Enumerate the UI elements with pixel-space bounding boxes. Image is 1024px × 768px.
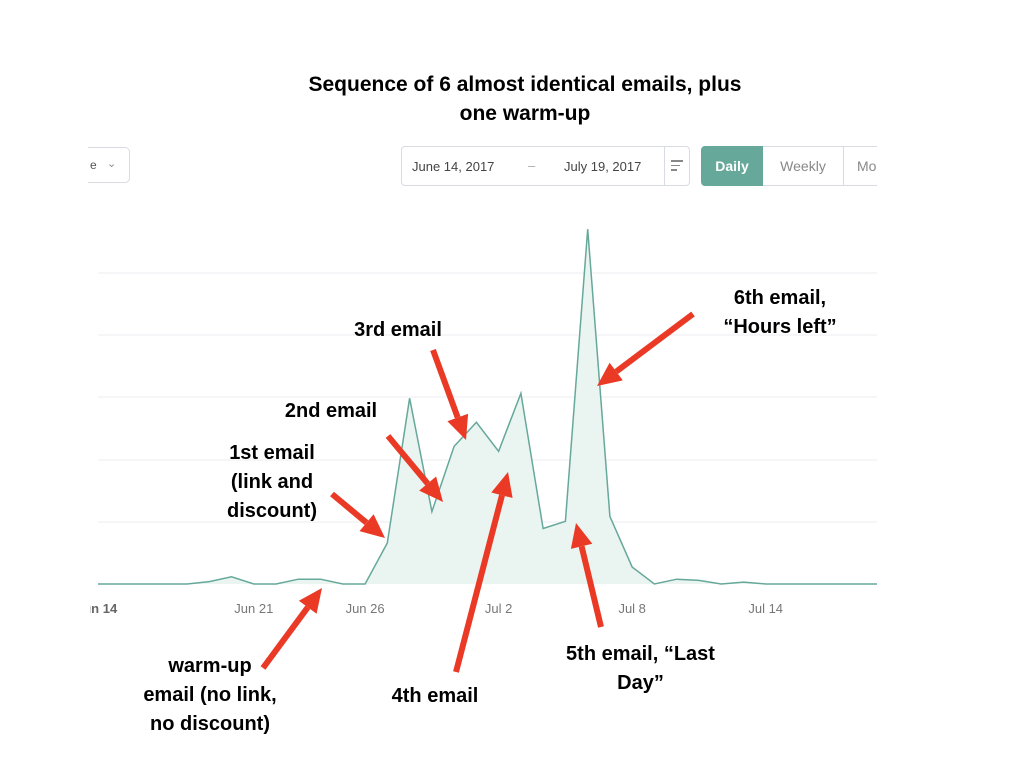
date-range-picker[interactable]: June 14, 2017 – July 19, 2017 [401, 146, 690, 186]
x-tick-label: Jul 14 [748, 601, 783, 616]
arrow-fourth [453, 472, 513, 673]
granularity-weekly-button[interactable]: Weekly [763, 146, 844, 186]
x-tick-label: Jul 2 [485, 601, 512, 616]
range-start-date[interactable]: June 14, 2017 [412, 159, 495, 174]
slide-title: Sequence of 6 almost identical emails, p… [260, 70, 790, 128]
x-tick-label: Jun 26 [346, 601, 385, 616]
series-area-fill [98, 229, 877, 584]
filter-lines-icon[interactable] [671, 160, 683, 172]
annotation-third: 3rd email [333, 316, 463, 345]
annotation-first-line-1: 1st email [229, 442, 315, 464]
arrow-second [385, 434, 443, 502]
x-tick-label: Jun 14 [76, 601, 118, 616]
annotation-sixth-line-2: “Hours left” [723, 316, 837, 338]
annotation-fourth: 4th email [370, 682, 500, 711]
annotation-warmup-line-2: email (no link, [143, 684, 277, 706]
arrow-sixth [597, 311, 695, 386]
annotation-fourth-line-1: 4th email [391, 685, 479, 707]
metric-dropdown[interactable]: e ⌄ [88, 147, 130, 183]
annotation-sixth: 6th email, “Hours left” [700, 284, 860, 342]
chevron-down-icon: ⌄ [107, 158, 117, 170]
range-separator: – [528, 158, 536, 173]
x-tick-label: Jun 21 [234, 601, 273, 616]
x-tick-label: Jul 8 [618, 601, 645, 616]
annotation-sixth-line-1: 6th email, [733, 287, 827, 309]
annotation-second-line-1: 2nd email [284, 400, 378, 422]
annotation-fifth-line-2: Day” [617, 672, 664, 694]
series-points [97, 229, 878, 585]
annotation-first-line-3: discount) [227, 500, 317, 522]
annotation-second: 2nd email [266, 397, 396, 426]
granularity-daily-button[interactable]: Daily [701, 146, 763, 186]
arrow-third [430, 348, 469, 440]
arrow-first [330, 491, 385, 538]
annotation-first: 1st email (link and discount) [202, 439, 342, 526]
range-end-date[interactable]: July 19, 2017 [564, 159, 642, 174]
annotation-warmup: warm-up email (no link, no discount) [110, 652, 310, 739]
annotation-arrows [260, 311, 695, 673]
annotation-fifth-line-1: 5th email, “Last [566, 643, 715, 665]
title-line-1: Sequence of 6 almost identical emails, p… [308, 73, 742, 96]
annotation-first-line-2: (link and [230, 471, 314, 493]
dropdown-label: e [90, 158, 97, 172]
annotation-third-line-1: 3rd email [354, 319, 442, 341]
annotation-warmup-line-3: no discount) [150, 713, 270, 735]
annotation-warmup-line-1: warm-up [168, 655, 252, 677]
arrow-fifth [570, 523, 604, 628]
series-line [98, 229, 877, 585]
title-line-2: one warm-up [459, 102, 591, 125]
x-axis-ticks: Jun 14 Jun 21 Jun 26 Jul 2 Jul 8 Jul 14 [76, 601, 783, 616]
range-divider [664, 147, 665, 185]
annotation-fifth: 5th email, “Last Day” [538, 640, 743, 698]
granularity-monthly-button[interactable]: Mo [843, 146, 877, 186]
arrow-warmup [260, 588, 322, 670]
